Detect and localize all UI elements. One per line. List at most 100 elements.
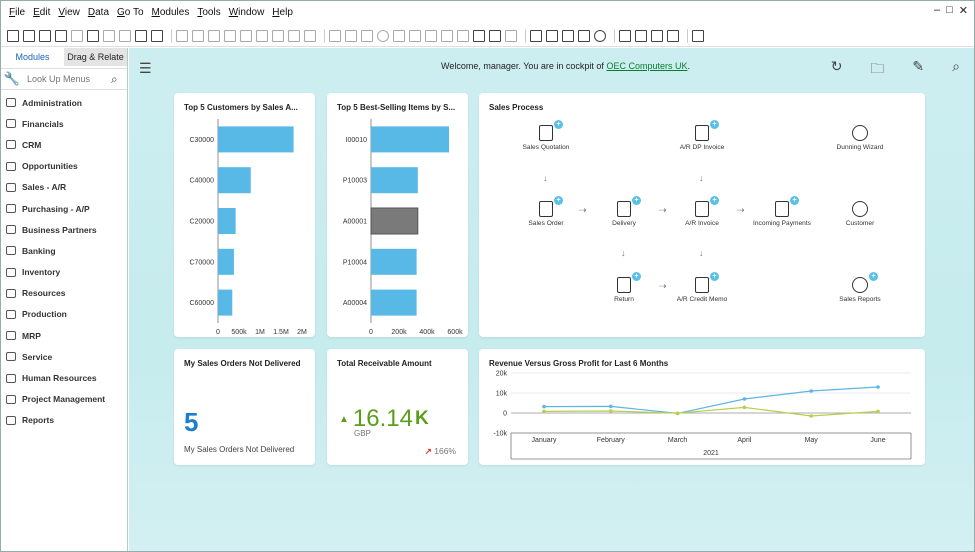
open-external-icon[interactable]	[651, 29, 663, 42]
company-link[interactable]: OEC Computers UK	[606, 61, 688, 71]
menu-tools[interactable]: Tools	[197, 6, 221, 18]
sidebar-item-project-management[interactable]: Project Management	[1, 389, 127, 410]
user-icon[interactable]	[594, 29, 606, 42]
close-button[interactable]: ✕	[958, 5, 968, 17]
calendar-icon[interactable]	[530, 29, 542, 42]
top-items-card[interactable]: Top 5 Best-Selling Items by S... I00010 P…	[327, 93, 468, 337]
add-icon[interactable]: +	[790, 196, 799, 205]
tab-drag-relate[interactable]: Drag & Relate	[64, 48, 127, 66]
last-record-icon[interactable]	[256, 29, 268, 42]
process-sales-reports[interactable]: + Sales Reports	[825, 272, 895, 303]
menu-view[interactable]: View	[58, 6, 80, 18]
notes-icon[interactable]	[457, 29, 469, 42]
restore-button[interactable]: □	[946, 4, 953, 16]
export-icon[interactable]	[71, 29, 83, 42]
sort-icon[interactable]	[304, 29, 316, 42]
base-document-icon[interactable]	[176, 29, 188, 42]
folder-icon[interactable]: 🗀	[870, 60, 885, 76]
layout-icon[interactable]	[409, 29, 421, 42]
email-icon[interactable]	[55, 29, 67, 42]
process-delivery[interactable]: + Delivery	[589, 196, 659, 227]
message-icon[interactable]	[489, 29, 501, 42]
print-preview-icon[interactable]	[39, 29, 51, 42]
sidebar-item-crm[interactable]: CRM	[1, 134, 127, 155]
sidebar-item-sales-ar[interactable]: Sales - A/R	[1, 177, 127, 198]
sidebar-item-administration[interactable]: Administration	[1, 92, 127, 113]
organization-icon[interactable]	[578, 29, 590, 42]
help-icon[interactable]	[692, 29, 704, 42]
edit-cockpit-icon[interactable]	[667, 29, 679, 42]
payment-means-icon[interactable]	[345, 29, 357, 42]
process-sales-quotation[interactable]: + Sales Quotation	[511, 120, 581, 151]
add-icon[interactable]: +	[632, 272, 641, 281]
process-dunning-wizard[interactable]: Dunning Wizard	[825, 125, 895, 151]
search-icon[interactable]: ⌕	[952, 58, 960, 74]
sidebar-item-business-partners[interactable]: Business Partners	[1, 219, 127, 240]
total-receivable-card[interactable]: Total Receivable Amount ▲ 16.14 K GBP ↗ 1…	[327, 349, 468, 465]
refresh-icon[interactable]	[272, 29, 284, 42]
move-icon[interactable]	[135, 29, 147, 42]
menu-help[interactable]: Help	[272, 6, 293, 18]
minimize-button[interactable]: –	[934, 4, 941, 16]
print-icon[interactable]	[23, 29, 35, 42]
sidebar-item-banking[interactable]: Banking	[1, 240, 127, 261]
chat-icon[interactable]	[505, 29, 517, 42]
sidebar-item-production[interactable]: Production	[1, 304, 127, 325]
search-icon[interactable]: ⌕	[111, 71, 118, 86]
process-ar-invoice[interactable]: + A/R Invoice	[667, 196, 737, 227]
cockpit-icon[interactable]	[635, 29, 647, 42]
cancel-icon[interactable]	[103, 29, 115, 42]
window-icon[interactable]	[619, 29, 631, 42]
sidebar-item-resources[interactable]: Resources	[1, 283, 127, 304]
new-document-icon[interactable]	[7, 29, 19, 42]
hamburger-menu-icon[interactable]: ☰	[139, 60, 152, 76]
revenue-profit-card[interactable]: Revenue Versus Gross Profit for Last 6 M…	[479, 349, 925, 465]
menu-file[interactable]: File	[9, 6, 26, 18]
tab-modules[interactable]: Modules	[1, 48, 64, 66]
add-icon[interactable]: +	[869, 272, 878, 281]
sidebar-item-mrp[interactable]: MRP	[1, 325, 127, 346]
wrench-icon[interactable]: 🔧	[3, 71, 21, 86]
menu-edit[interactable]: Edit	[33, 6, 51, 18]
pencil-icon[interactable]: ✎	[912, 58, 925, 74]
process-ar-credit-memo[interactable]: + A/R Credit Memo	[667, 272, 737, 303]
journal-icon[interactable]	[393, 29, 405, 42]
gross-profit-icon[interactable]	[329, 29, 341, 42]
sidebar-item-financials[interactable]: Financials	[1, 113, 127, 134]
find-icon[interactable]	[87, 29, 99, 42]
first-record-icon[interactable]	[208, 29, 220, 42]
menu-data[interactable]: Data	[87, 6, 110, 18]
calculator-icon[interactable]	[562, 29, 574, 42]
sidebar-item-service[interactable]: Service	[1, 346, 127, 367]
process-return[interactable]: + Return	[589, 272, 659, 303]
add-icon[interactable]: +	[632, 196, 641, 205]
filter-icon[interactable]	[288, 29, 300, 42]
sidebar-item-inventory[interactable]: Inventory	[1, 262, 127, 283]
top-customers-card[interactable]: Top 5 Customers by Sales A... C30000 C400…	[174, 93, 315, 337]
add-icon[interactable]: +	[710, 196, 719, 205]
form-settings-icon[interactable]	[425, 29, 437, 42]
menu-goto[interactable]: Go To	[117, 6, 144, 18]
currency-icon[interactable]	[377, 29, 389, 42]
previous-record-icon[interactable]	[224, 29, 236, 42]
activity-icon[interactable]	[546, 29, 558, 42]
orders-not-delivered-card[interactable]: My Sales Orders Not Delivered 5 My Sales…	[174, 349, 315, 465]
process-sales-order[interactable]: + Sales Order	[511, 196, 581, 227]
add-icon[interactable]: +	[710, 120, 719, 129]
add-icon[interactable]: +	[710, 272, 719, 281]
sidebar-item-reports[interactable]: Reports	[1, 410, 127, 431]
sidebar-item-purchasing-ap[interactable]: Purchasing - A/P	[1, 198, 127, 219]
edit-icon[interactable]	[441, 29, 453, 42]
settings-icon[interactable]	[151, 29, 163, 42]
volume-weight-icon[interactable]	[361, 29, 373, 42]
sidebar-item-human-resources[interactable]: Human Resources	[1, 367, 127, 388]
process-incoming-payments[interactable]: + Incoming Payments	[747, 196, 817, 227]
refresh-icon[interactable]: ↻	[830, 58, 843, 74]
duplicate-icon[interactable]	[119, 29, 131, 42]
process-customer[interactable]: Customer	[825, 201, 895, 227]
process-ar-dp-invoice[interactable]: + A/R DP Invoice	[667, 120, 737, 151]
lookup-menus-input[interactable]	[27, 74, 107, 84]
menu-window[interactable]: Window	[228, 6, 265, 18]
sidebar-item-opportunities[interactable]: Opportunities	[1, 156, 127, 177]
add-icon[interactable]: +	[554, 120, 563, 129]
